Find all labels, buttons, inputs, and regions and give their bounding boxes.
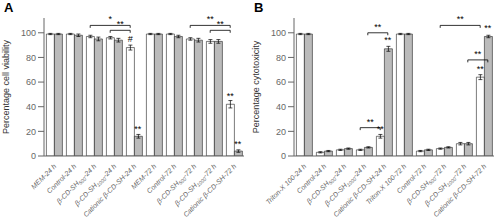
svg-text:**: ** [374,22,382,32]
svg-text:0: 0 [31,151,36,161]
svg-text:Percentage cell viability: Percentage cell viability [8,39,11,134]
svg-text:**: ** [227,91,235,101]
svg-text:60: 60 [26,77,36,87]
svg-text:**: ** [377,124,385,134]
svg-text:**: ** [234,139,242,149]
svg-text:100: 100 [271,28,286,38]
svg-text:**: ** [207,14,215,24]
svg-text:**: ** [367,117,375,127]
svg-text:Percentage cytotoxicity: Percentage cytotoxicity [251,40,261,133]
svg-text:*: * [108,14,112,24]
svg-text:**: ** [134,124,142,134]
svg-text:**: ** [457,14,465,24]
svg-text:80: 80 [26,53,36,63]
svg-text:Cationic β-CD-SH-24 h: Cationic β-CD-SH-24 h [82,163,138,219]
svg-text:Cationic β-CD-SH-72 h: Cationic β-CD-SH-72 h [182,163,238,219]
svg-text:80: 80 [276,53,286,63]
svg-text:**: ** [477,64,485,74]
svg-text:**: ** [474,49,482,59]
svg-text:**: ** [384,35,392,45]
svg-text:#: # [128,34,133,44]
svg-text:60: 60 [276,77,286,87]
svg-text:20: 20 [26,127,36,137]
svg-text:Cationic β-CD-SH-72 h: Cationic β-CD-SH-72 h [432,163,488,219]
svg-text:**: ** [117,19,125,29]
svg-text:100: 100 [21,28,36,38]
svg-text:40: 40 [276,102,286,112]
svg-text:40: 40 [26,102,36,112]
svg-text:20: 20 [276,127,286,137]
svg-text:**: ** [484,23,492,33]
svg-text:0: 0 [281,151,286,161]
svg-text:**: ** [217,19,225,29]
